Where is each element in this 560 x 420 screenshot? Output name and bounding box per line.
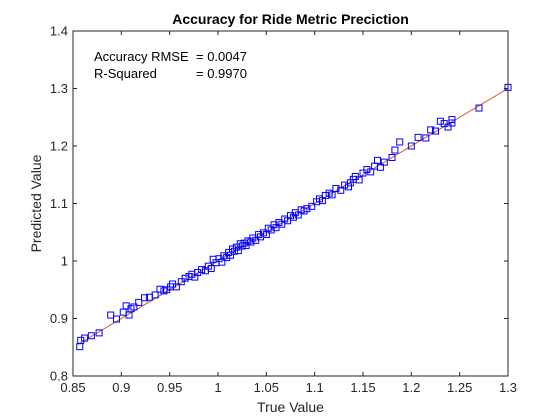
x-tick-label: 1.1 — [306, 380, 324, 395]
data-point — [407, 142, 415, 150]
plot-area — [73, 31, 508, 376]
y-tick-label: 0.8 — [50, 369, 68, 384]
data-point — [475, 104, 483, 112]
data-point — [436, 117, 444, 125]
chart-title: Accuracy for Ride Metric Preciction — [172, 11, 409, 27]
fit-line-layer — [77, 88, 509, 345]
data-point — [422, 134, 430, 142]
data-point — [77, 336, 85, 344]
x-tick-label: 1.05 — [254, 380, 279, 395]
data-point — [414, 133, 422, 141]
data-point — [448, 116, 456, 124]
x-axis-label: True Value — [257, 399, 324, 415]
data-point — [234, 247, 242, 255]
r-squared-value: = 0.9970 — [196, 66, 247, 81]
rmse-value: = 0.0047 — [196, 49, 247, 64]
data-point — [113, 315, 120, 323]
y-tick-label: 1.2 — [50, 139, 68, 154]
data-point — [223, 254, 231, 262]
x-tick-label: 1.15 — [350, 380, 375, 395]
data-point — [303, 205, 311, 213]
data-point — [308, 202, 316, 210]
data-point — [141, 294, 149, 302]
data-point — [81, 334, 89, 342]
data-point — [181, 274, 189, 282]
data-point — [332, 185, 340, 193]
y-tick-label: 1 — [61, 254, 68, 269]
data-point — [289, 213, 297, 221]
data-point — [363, 166, 371, 174]
stats-annotation: Accuracy RMSE = 0.0047 R-Squared = 0.997… — [94, 49, 247, 81]
data-point — [355, 176, 363, 184]
data-point — [172, 283, 180, 291]
data-point — [247, 238, 255, 246]
data-point — [391, 146, 399, 154]
y-tick-label: 1.1 — [50, 196, 68, 211]
x-tick-label: 1.2 — [402, 380, 420, 395]
data-point — [388, 154, 396, 161]
data-point — [230, 247, 238, 255]
x-tick-label: 0.95 — [157, 380, 182, 395]
data-point — [328, 191, 336, 199]
x-tick-label: 1 — [214, 380, 221, 395]
data-point — [107, 311, 115, 319]
points-layer — [76, 83, 512, 351]
data-point — [396, 138, 404, 146]
y-tick-label: 1.4 — [50, 24, 68, 39]
data-point — [427, 126, 435, 134]
rmse-label: Accuracy RMSE — [94, 49, 189, 64]
x-tick-label: 0.85 — [60, 380, 85, 395]
axes-box — [72, 30, 509, 377]
data-point — [255, 231, 263, 239]
data-point — [135, 298, 143, 306]
data-point — [321, 191, 329, 199]
x-tick-label: 1.25 — [447, 380, 472, 395]
y-axis-label: Predicted Value — [28, 154, 44, 252]
y-tick-label: 0.9 — [50, 311, 68, 326]
x-tick-label: 1.3 — [499, 380, 517, 395]
data-point — [432, 127, 439, 135]
data-point — [87, 332, 95, 340]
data-point — [374, 156, 381, 164]
data-point — [345, 183, 352, 191]
data-point — [151, 291, 159, 299]
data-point — [240, 239, 248, 247]
data-point — [444, 123, 452, 131]
r-squared-label: R-Squared — [94, 66, 157, 81]
fit-line — [77, 88, 509, 345]
data-point — [130, 303, 138, 311]
data-point — [207, 264, 215, 272]
y-tick-label: 1.3 — [50, 81, 68, 96]
y-axis-ticks: 0.8 0.9 1 1.1 1.2 1.3 1.4 — [50, 24, 508, 384]
x-tick-label: 0.9 — [112, 380, 130, 395]
data-point — [95, 329, 103, 337]
data-point — [156, 285, 164, 293]
data-point — [380, 158, 388, 166]
data-point — [367, 168, 375, 176]
data-point — [337, 186, 345, 194]
data-point — [376, 163, 384, 171]
data-point — [198, 266, 206, 274]
